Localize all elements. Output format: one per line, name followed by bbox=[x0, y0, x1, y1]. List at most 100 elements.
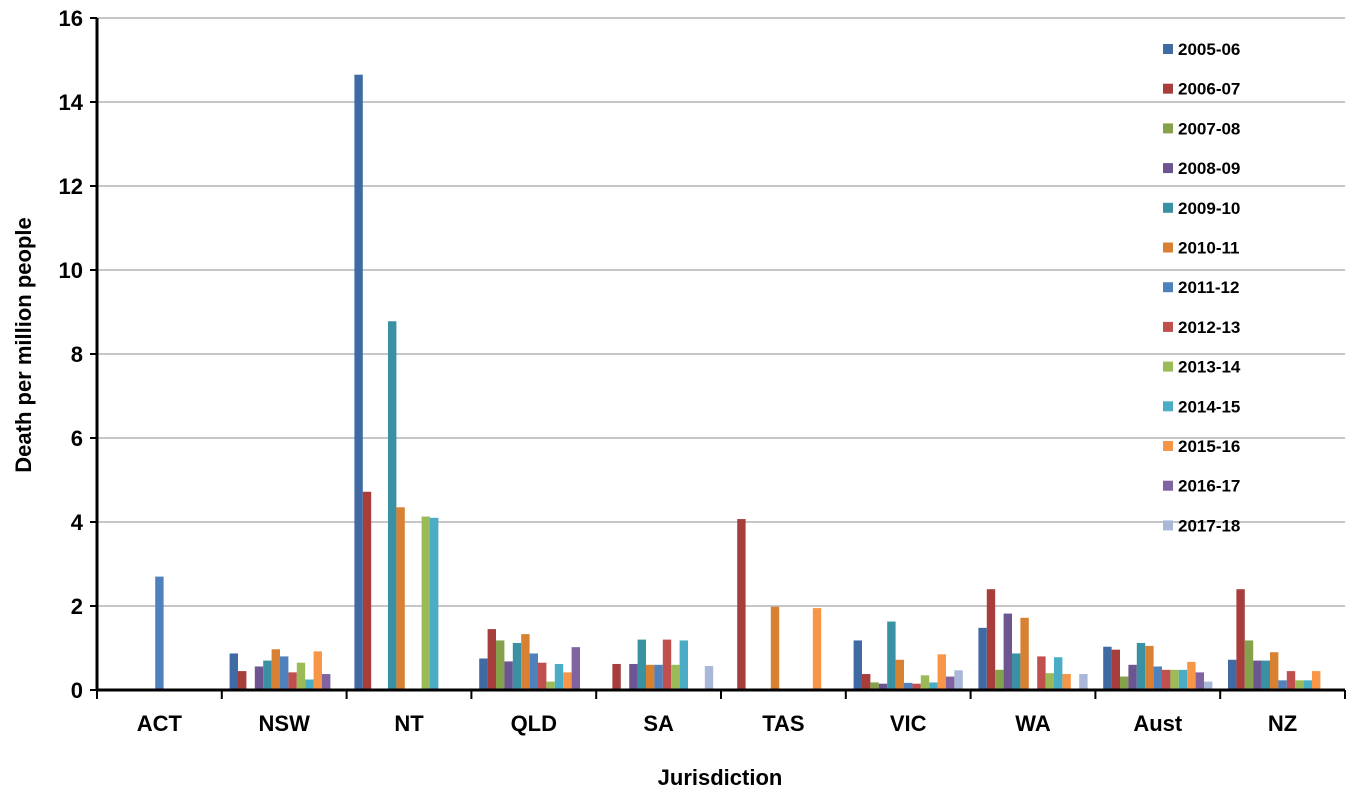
legend-item-2014-15: 2014-15 bbox=[1163, 397, 1240, 416]
legend-label: 2017-18 bbox=[1178, 516, 1240, 535]
legend-label: 2007-08 bbox=[1178, 119, 1240, 138]
bar-nz-2005-06 bbox=[1228, 659, 1237, 690]
bar-nsw-2006-07 bbox=[238, 671, 247, 690]
bar-nz-2015-16 bbox=[1312, 671, 1321, 690]
bar-aust-2012-13 bbox=[1162, 669, 1171, 690]
bar-nsw-2012-13 bbox=[288, 672, 297, 690]
bar-nt-2010-11 bbox=[396, 507, 405, 690]
bar-tas-2015-16 bbox=[812, 608, 822, 690]
bar-qld-2010-11 bbox=[521, 634, 530, 690]
legend-item-2006-07: 2006-07 bbox=[1163, 80, 1240, 99]
y-tick-label: 0 bbox=[71, 678, 83, 703]
bar-aust-2007-08 bbox=[1120, 676, 1129, 690]
bar-wa-2015-16 bbox=[1062, 674, 1071, 690]
legend-swatch bbox=[1163, 401, 1173, 412]
tick-labels: 0 2 4 6 8 10 12 14 16 ACT NSW NT QLD SA TAS VIC WA Aust NZ bbox=[59, 6, 1298, 736]
bar-sa-2012-13 bbox=[662, 639, 672, 690]
x-tick-label-sa: SA bbox=[643, 711, 674, 736]
legend-label: 2015-16 bbox=[1178, 437, 1240, 456]
legend-label: 2014-15 bbox=[1178, 397, 1240, 416]
legend-swatch bbox=[1163, 123, 1173, 134]
bar-vic-2005-06 bbox=[853, 640, 862, 690]
x-tick-label-nt: NT bbox=[394, 711, 424, 736]
bar-nz-2011-12 bbox=[1278, 680, 1287, 690]
bar-nsw-2016-17 bbox=[322, 674, 331, 690]
bar-aust-2011-12 bbox=[1153, 666, 1162, 690]
legend-item-2012-13: 2012-13 bbox=[1163, 318, 1240, 337]
bar-vic-2007-08 bbox=[870, 682, 879, 690]
legend-item-2011-12: 2011-12 bbox=[1163, 278, 1239, 297]
y-tick-label: 16 bbox=[59, 6, 83, 31]
bar-vic-2010-11 bbox=[895, 659, 904, 690]
x-tick-label-nz: NZ bbox=[1268, 711, 1297, 736]
bar-sa-2017-18 bbox=[704, 666, 714, 690]
bar-sa-2013-14 bbox=[671, 664, 680, 690]
x-tick-label-vic: VIC bbox=[890, 711, 927, 736]
legend-label: 2012-13 bbox=[1178, 318, 1240, 337]
bar-sa-2010-11 bbox=[646, 664, 655, 690]
bar-vic-2006-07 bbox=[862, 674, 871, 690]
legend-item-2007-08: 2007-08 bbox=[1163, 119, 1240, 138]
bar-qld-2005-06 bbox=[479, 658, 488, 690]
bar-wa-2010-11 bbox=[1020, 617, 1029, 690]
y-tick-label: 2 bbox=[71, 594, 83, 619]
legend-label: 2016-17 bbox=[1178, 477, 1240, 496]
bar-vic-2009-10 bbox=[887, 621, 896, 690]
bar-nt-2013-14 bbox=[421, 516, 430, 690]
bar-sa-2008-09 bbox=[629, 663, 638, 690]
legend-swatch bbox=[1163, 520, 1173, 531]
bar-aust-2009-10 bbox=[1136, 642, 1146, 690]
bar-aust-2017-18 bbox=[1204, 681, 1213, 690]
x-tick-label-qld: QLD bbox=[511, 711, 557, 736]
bar-vic-2012-13 bbox=[912, 683, 921, 690]
axes bbox=[90, 17, 1346, 699]
bar-qld-2014-15 bbox=[554, 663, 564, 690]
bar-nsw-2011-12 bbox=[280, 656, 289, 690]
bar-vic-2017-18 bbox=[954, 670, 963, 690]
bar-sa-2006-07 bbox=[612, 663, 621, 690]
bar-aust-2006-07 bbox=[1111, 649, 1120, 690]
bar-nz-2009-10 bbox=[1261, 660, 1270, 690]
x-axis-title: Jurisdiction bbox=[658, 765, 783, 790]
legend-swatch bbox=[1163, 242, 1173, 253]
y-tick-label: 12 bbox=[59, 174, 83, 199]
legend-item-2013-14: 2013-14 bbox=[1163, 358, 1241, 377]
legend-item-2010-11: 2010-11 bbox=[1163, 239, 1239, 258]
y-tick-label: 10 bbox=[59, 258, 83, 283]
legend-label: 2005-06 bbox=[1178, 40, 1240, 59]
bar-nz-2012-13 bbox=[1286, 671, 1296, 690]
bar-nt-2009-10 bbox=[388, 321, 397, 690]
bar-vic-2013-14 bbox=[920, 675, 930, 690]
bar-wa-2012-13 bbox=[1037, 656, 1046, 690]
legend-swatch bbox=[1163, 163, 1173, 174]
bar-tas-2010-11 bbox=[770, 606, 780, 690]
legend-label: 2006-07 bbox=[1178, 80, 1240, 99]
bars bbox=[155, 74, 1321, 690]
bar-nt-2006-07 bbox=[362, 491, 372, 690]
bar-qld-2016-17 bbox=[571, 647, 580, 690]
bar-qld-2015-16 bbox=[563, 672, 572, 690]
bar-wa-2009-10 bbox=[1012, 653, 1021, 690]
bar-nt-2014-15 bbox=[430, 517, 439, 690]
bar-wa-2007-08 bbox=[995, 669, 1004, 690]
bar-aust-2005-06 bbox=[1103, 646, 1112, 690]
bar-nsw-2005-06 bbox=[229, 653, 238, 690]
bar-wa-2014-15 bbox=[1054, 657, 1063, 690]
bar-sa-2014-15 bbox=[679, 640, 688, 690]
legend-swatch bbox=[1163, 321, 1173, 332]
legend-label: 2009-10 bbox=[1178, 199, 1240, 218]
legend-swatch bbox=[1163, 44, 1173, 54]
x-tick-label-wa: WA bbox=[1015, 711, 1051, 736]
x-tick-label-nsw: NSW bbox=[259, 711, 311, 736]
bar-qld-2012-13 bbox=[538, 662, 547, 690]
bar-wa-2017-18 bbox=[1079, 674, 1088, 690]
bar-wa-2008-09 bbox=[1003, 613, 1012, 690]
x-tick-label-aust: Aust bbox=[1133, 711, 1183, 736]
bar-aust-2015-16 bbox=[1187, 661, 1196, 690]
bar-wa-2013-14 bbox=[1045, 673, 1054, 690]
bar-aust-2016-17 bbox=[1195, 672, 1204, 690]
legend-swatch bbox=[1163, 361, 1173, 372]
bar-qld-2011-12 bbox=[529, 653, 538, 690]
